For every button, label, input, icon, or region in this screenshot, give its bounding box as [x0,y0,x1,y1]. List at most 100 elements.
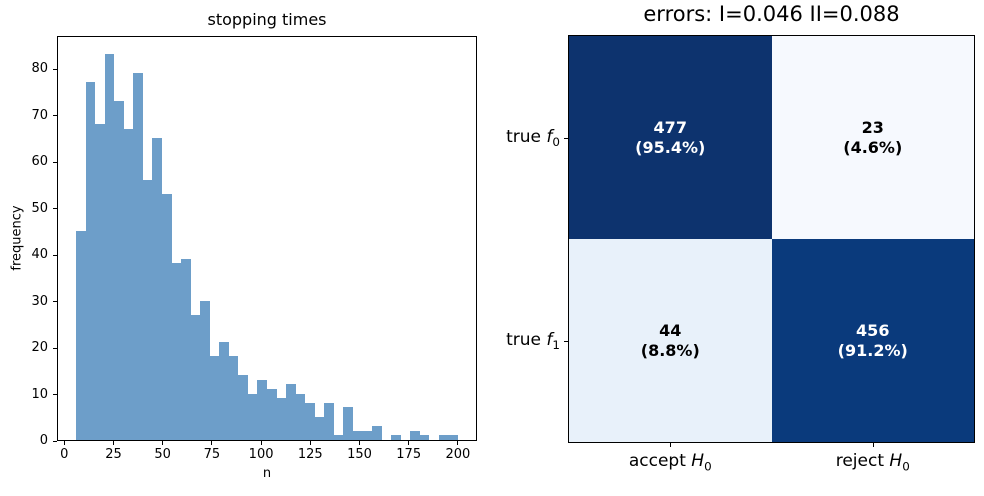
histogram-bar [276,398,287,440]
histogram-bar [343,407,353,440]
y-tick-label: 20 [31,340,48,356]
x-tick-mark [63,441,65,445]
cell-percent: (8.8%) [640,340,700,360]
histogram-bar [295,393,306,440]
confusion-matrix-title: errors: I=0.046 II=0.088 [643,2,900,26]
col-label-subscript: 0 [902,459,910,474]
histogram-bar [162,193,172,440]
y-tick-mark [53,440,57,442]
x-tick-label: 175 [396,447,422,462]
x-tick-label: 75 [203,447,221,462]
matrix-col-label-accept-h0: accept H0 [629,451,712,473]
matrix-row-label-true-f1: true f1 [430,329,560,351]
x-tick-label: 25 [105,447,122,462]
histogram-bar [286,384,296,440]
histogram-bar [419,435,430,440]
cell-count: 44 [659,320,682,340]
histogram-bar [95,124,105,440]
y-tick-label: 40 [31,247,48,263]
y-tick-label: 70 [31,107,48,123]
matrix-row-tick [564,137,568,139]
histogram-bar [228,356,239,440]
matrix-cell-true-f0-reject: 23 (4.6%) [771,36,974,239]
x-tick-label: 0 [60,447,69,462]
row-label-subscript: 0 [552,134,560,149]
histogram-axes [57,36,477,441]
matrix-cell-true-f1-accept: 44 (8.8%) [569,239,772,442]
histogram-x-axis-label: n [262,466,272,481]
confusion-matrix: 477 (95.4%) 23 (4.6%) 44 (8.8%) 456 (91.… [568,35,975,443]
y-tick-mark [53,301,57,303]
cell-count: 23 [861,117,884,137]
col-label-symbol: H [691,451,705,471]
row-label-symbol: f [546,329,553,350]
histogram-bar [267,388,277,440]
y-tick-label: 60 [31,154,48,170]
col-label-text: reject [835,451,890,471]
x-tick-mark [309,441,311,445]
histogram-bar [209,356,220,440]
y-tick-label: 30 [31,293,48,309]
y-tick-label: 10 [31,386,48,402]
histogram-bar [314,416,325,440]
histogram-bar [219,342,229,440]
y-tick-label: 50 [31,200,48,216]
histogram-bar [181,258,191,440]
histogram-bars [58,37,476,440]
x-tick-label: 200 [445,447,471,462]
x-tick-label: 125 [297,447,323,462]
x-tick-mark [211,441,213,445]
x-tick-mark [408,441,410,445]
y-tick-mark [53,394,57,396]
histogram-bar [410,430,420,440]
histogram-bar [448,435,458,440]
histogram-bar [133,72,143,440]
histogram-title: stopping times [207,10,327,29]
y-tick-mark [53,254,57,256]
cell-count: 456 [856,320,890,340]
cell-percent: (4.6%) [843,137,903,157]
histogram-bar [123,128,134,440]
x-tick-mark [162,441,164,445]
histogram-bar [200,300,210,440]
x-tick-mark [457,441,459,445]
histogram-bar [362,430,372,440]
histogram-bar [324,402,334,440]
matrix-col-tick [670,443,672,447]
histogram-bar [171,263,182,440]
histogram-bar [391,435,401,440]
y-tick-mark [53,115,57,117]
y-tick-label: 80 [31,61,48,77]
histogram-y-axis-label: frequency [9,205,25,271]
matrix-cell-true-f0-accept: 477 (95.4%) [569,36,772,239]
row-label-symbol: f [546,126,553,147]
histogram-bar [238,374,248,440]
histogram-bar [352,430,363,440]
x-tick-label: 50 [154,447,171,462]
x-tick-label: 150 [347,447,372,462]
y-tick-mark [53,208,57,210]
row-label-subscript: 1 [552,337,560,352]
histogram-bar [114,100,124,440]
matrix-row-tick [564,340,568,342]
cell-percent: (91.2%) [837,340,908,360]
y-tick-label: 0 [39,433,48,448]
x-tick-label: 100 [248,447,274,462]
matrix-col-tick [872,443,874,447]
histogram-bar [372,426,382,440]
row-label-text: true [506,329,547,350]
histogram-bar [438,435,449,440]
cell-percent: (95.4%) [635,137,706,157]
x-tick-mark [112,441,114,445]
histogram-bar [190,314,201,440]
histogram-bar [305,402,315,440]
x-tick-mark [359,441,360,445]
col-label-symbol: H [889,451,903,471]
y-tick-mark [53,161,57,163]
histogram-bar [333,435,344,440]
histogram-bar [257,379,267,440]
histogram-bar [76,230,86,440]
histogram-bar [104,54,115,440]
y-tick-mark [53,347,57,349]
